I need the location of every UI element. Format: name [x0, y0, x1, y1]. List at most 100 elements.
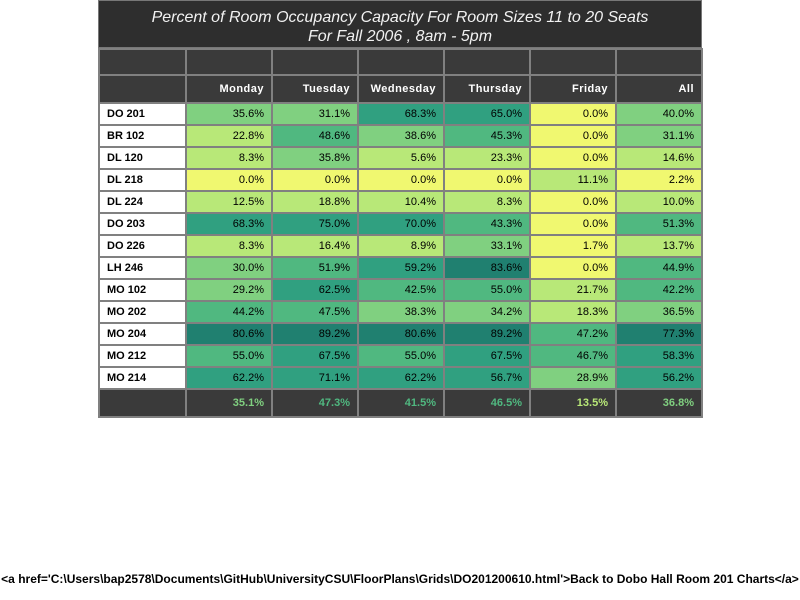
heatmap-cell: 38.3%: [357, 300, 445, 324]
heatmap-cell: 45.3%: [443, 124, 531, 148]
column-header-row: Monday Tuesday Wednesday Thursday Friday All: [98, 74, 703, 104]
heatmap-cell: 48.6%: [271, 124, 359, 148]
heatmap-cell: 70.0%: [357, 212, 445, 236]
heatmap-cell: 22.8%: [185, 124, 273, 148]
heatmap-cell: 10.0%: [615, 190, 703, 214]
heatmap-cell: 55.0%: [185, 344, 273, 368]
title-line-2: For Fall 2006 , 8am - 5pm: [307, 28, 493, 45]
table-row: DL 224 12.5% 18.8% 10.4% 8.3% 0.0% 10.0%: [98, 190, 703, 214]
heatmap-cell: 62.2%: [185, 366, 273, 390]
heatmap-cell: 0.0%: [529, 190, 617, 214]
column-header-monday: Monday: [185, 74, 273, 104]
heatmap-cell: 62.2%: [357, 366, 445, 390]
column-header-wednesday: Wednesday: [357, 74, 445, 104]
heatmap-cell: 89.2%: [443, 322, 531, 346]
heatmap-cell: 0.0%: [529, 124, 617, 148]
column-header-all: All: [615, 74, 703, 104]
heatmap-cell: 35.8%: [271, 146, 359, 170]
heatmap-cell: 80.6%: [357, 322, 445, 346]
heatmap-cell: 42.5%: [357, 278, 445, 302]
heatmap-cell: 14.6%: [615, 146, 703, 170]
spacer-cell: [271, 48, 359, 76]
heatmap-cell: 18.8%: [271, 190, 359, 214]
heatmap-cell: 8.3%: [185, 146, 273, 170]
table-row: MO 102 29.2% 62.5% 42.5% 55.0% 21.7% 42.2%: [98, 278, 703, 302]
heatmap-cell: 8.3%: [443, 190, 531, 214]
total-cell: 46.5%: [443, 388, 531, 418]
heatmap-cell: 71.1%: [271, 366, 359, 390]
heatmap-cell: 35.6%: [185, 102, 273, 126]
back-link: <a href='C:\Users\bap2578\Documents\GitH…: [1, 572, 799, 586]
row-label: DO 226: [98, 234, 187, 258]
heatmap-cell: 31.1%: [615, 124, 703, 148]
heatmap-cell: 51.9%: [271, 256, 359, 280]
heatmap-cell: 0.0%: [529, 102, 617, 126]
heatmap-cell: 68.3%: [185, 212, 273, 236]
table-row: DO 203 68.3% 75.0% 70.0% 43.3% 0.0% 51.3%: [98, 212, 703, 236]
occupancy-table: Monday Tuesday Wednesday Thursday Friday All …: [98, 48, 703, 418]
heatmap-cell: 1.7%: [529, 234, 617, 258]
total-cell: 35.1%: [185, 388, 273, 418]
heatmap-cell: 2.2%: [615, 168, 703, 192]
totals-label-cell: [98, 388, 187, 418]
heatmap-cell: 31.1%: [271, 102, 359, 126]
heatmap-cell: 83.6%: [443, 256, 531, 280]
corner-header: [98, 74, 187, 104]
heatmap-cell: 46.7%: [529, 344, 617, 368]
heatmap-cell: 0.0%: [529, 212, 617, 236]
column-header-friday: Friday: [529, 74, 617, 104]
heatmap-cell: 44.2%: [185, 300, 273, 324]
heatmap-cell: 40.0%: [615, 102, 703, 126]
row-label: DL 120: [98, 146, 187, 170]
heatmap-cell: 68.3%: [357, 102, 445, 126]
heatmap-cell: 10.4%: [357, 190, 445, 214]
heatmap-cell: 42.2%: [615, 278, 703, 302]
total-cell: 36.8%: [615, 388, 703, 418]
heatmap-cell: 47.5%: [271, 300, 359, 324]
heatmap-cell: 28.9%: [529, 366, 617, 390]
heatmap-cell: 55.0%: [357, 344, 445, 368]
table-row: DO 201 35.6% 31.1% 68.3% 65.0% 0.0% 40.0%: [98, 102, 703, 126]
column-header-thursday: Thursday: [443, 74, 531, 104]
table-row: DO 226 8.3% 16.4% 8.9% 33.1% 1.7% 13.7%: [98, 234, 703, 258]
heatmap-cell: 77.3%: [615, 322, 703, 346]
heatmap-cell: 56.2%: [615, 366, 703, 390]
title-line-1: Percent of Room Occupancy Capacity For R…: [151, 9, 649, 26]
heatmap-cell: 8.9%: [357, 234, 445, 258]
heatmap-cell: 0.0%: [529, 146, 617, 170]
heatmap-cell: 59.2%: [357, 256, 445, 280]
heatmap-cell: 36.5%: [615, 300, 703, 324]
row-label: MO 102: [98, 278, 187, 302]
total-cell: 41.5%: [357, 388, 445, 418]
table-row: MO 212 55.0% 67.5% 55.0% 67.5% 46.7% 58.3%: [98, 344, 703, 368]
heatmap-cell: 58.3%: [615, 344, 703, 368]
heatmap-cell: 23.3%: [443, 146, 531, 170]
heatmap-cell: 55.0%: [443, 278, 531, 302]
heatmap-cell: 8.3%: [185, 234, 273, 258]
row-label: DL 218: [98, 168, 187, 192]
spacer-row: [98, 48, 703, 76]
heatmap-cell: 29.2%: [185, 278, 273, 302]
heatmap-cell: 0.0%: [529, 256, 617, 280]
heatmap-cell: 67.5%: [443, 344, 531, 368]
heatmap-cell: 65.0%: [443, 102, 531, 126]
heatmap-cell: 0.0%: [271, 168, 359, 192]
heatmap-cell: 75.0%: [271, 212, 359, 236]
chart-title: Percent of Room Occupancy Capacity For R…: [98, 0, 702, 48]
heatmap-cell: 44.9%: [615, 256, 703, 280]
table-row: BR 102 22.8% 48.6% 38.6% 45.3% 0.0% 31.1%: [98, 124, 703, 148]
spacer-cell: [529, 48, 617, 76]
row-label: DO 203: [98, 212, 187, 236]
spacer-cell: [185, 48, 273, 76]
heatmap-cell: 47.2%: [529, 322, 617, 346]
heatmap-cell: 11.1%: [529, 168, 617, 192]
table-row: MO 204 80.6% 89.2% 80.6% 89.2% 47.2% 77.3%: [98, 322, 703, 346]
heatmap-cell: 43.3%: [443, 212, 531, 236]
row-label: DO 201: [98, 102, 187, 126]
row-label: DL 224: [98, 190, 187, 214]
heatmap-cell: 21.7%: [529, 278, 617, 302]
spacer-cell: [357, 48, 445, 76]
heatmap-cell: 16.4%: [271, 234, 359, 258]
heatmap-cell: 0.0%: [443, 168, 531, 192]
heatmap-cell: 80.6%: [185, 322, 273, 346]
